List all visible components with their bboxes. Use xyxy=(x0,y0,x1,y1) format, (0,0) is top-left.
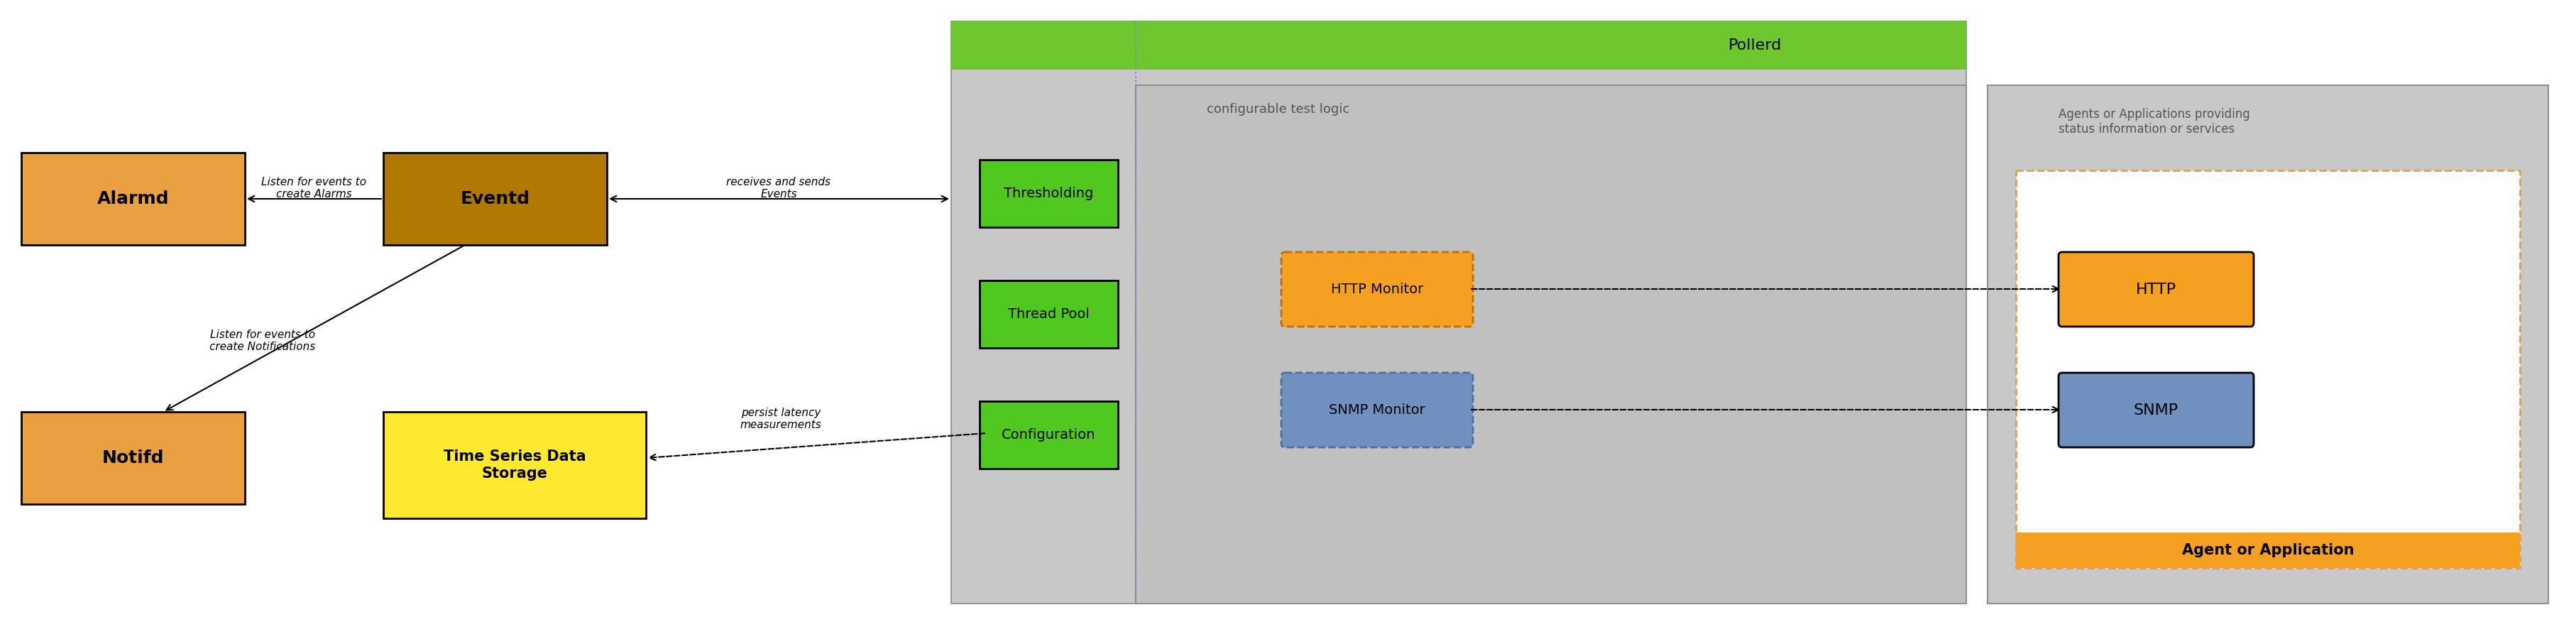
FancyBboxPatch shape xyxy=(2014,170,2519,568)
FancyBboxPatch shape xyxy=(979,160,1118,227)
FancyBboxPatch shape xyxy=(384,152,608,245)
Text: configurable test logic: configurable test logic xyxy=(1206,103,1350,116)
Text: Listen for events to
create Notifications: Listen for events to create Notification… xyxy=(209,329,314,352)
Text: Configuration: Configuration xyxy=(1002,428,1095,442)
FancyBboxPatch shape xyxy=(21,412,245,504)
FancyBboxPatch shape xyxy=(951,21,1965,70)
Text: SNMP: SNMP xyxy=(2133,403,2177,417)
FancyBboxPatch shape xyxy=(1136,85,1965,603)
FancyBboxPatch shape xyxy=(21,152,245,245)
FancyBboxPatch shape xyxy=(2058,373,2254,447)
Text: Time Series Data
Storage: Time Series Data Storage xyxy=(443,450,585,480)
FancyBboxPatch shape xyxy=(1280,373,1473,447)
Text: Notifd: Notifd xyxy=(103,450,165,466)
Text: Listen for events to
create Alarms: Listen for events to create Alarms xyxy=(260,177,366,200)
FancyBboxPatch shape xyxy=(1986,85,2548,603)
Text: Agent or Application: Agent or Application xyxy=(2182,543,2354,557)
FancyBboxPatch shape xyxy=(951,21,1965,603)
Text: HTTP Monitor: HTTP Monitor xyxy=(1329,282,1422,296)
FancyBboxPatch shape xyxy=(384,412,647,518)
FancyBboxPatch shape xyxy=(979,401,1118,468)
Text: receives and sends
Events: receives and sends Events xyxy=(726,177,829,200)
Text: Thread Pool: Thread Pool xyxy=(1007,307,1090,321)
Text: Thresholding: Thresholding xyxy=(1005,187,1092,200)
Text: Pollerd: Pollerd xyxy=(1728,39,1780,52)
Text: Alarmd: Alarmd xyxy=(98,190,170,207)
Text: persist latency
measurements: persist latency measurements xyxy=(739,407,822,430)
FancyBboxPatch shape xyxy=(1280,252,1473,327)
Text: SNMP Monitor: SNMP Monitor xyxy=(1329,403,1425,417)
Text: Eventd: Eventd xyxy=(461,190,531,207)
Text: Agents or Applications providing
status information or services: Agents or Applications providing status … xyxy=(2058,108,2249,136)
FancyBboxPatch shape xyxy=(2014,532,2519,568)
Text: HTTP: HTTP xyxy=(2136,282,2177,297)
FancyBboxPatch shape xyxy=(979,281,1118,348)
FancyBboxPatch shape xyxy=(2058,252,2254,327)
